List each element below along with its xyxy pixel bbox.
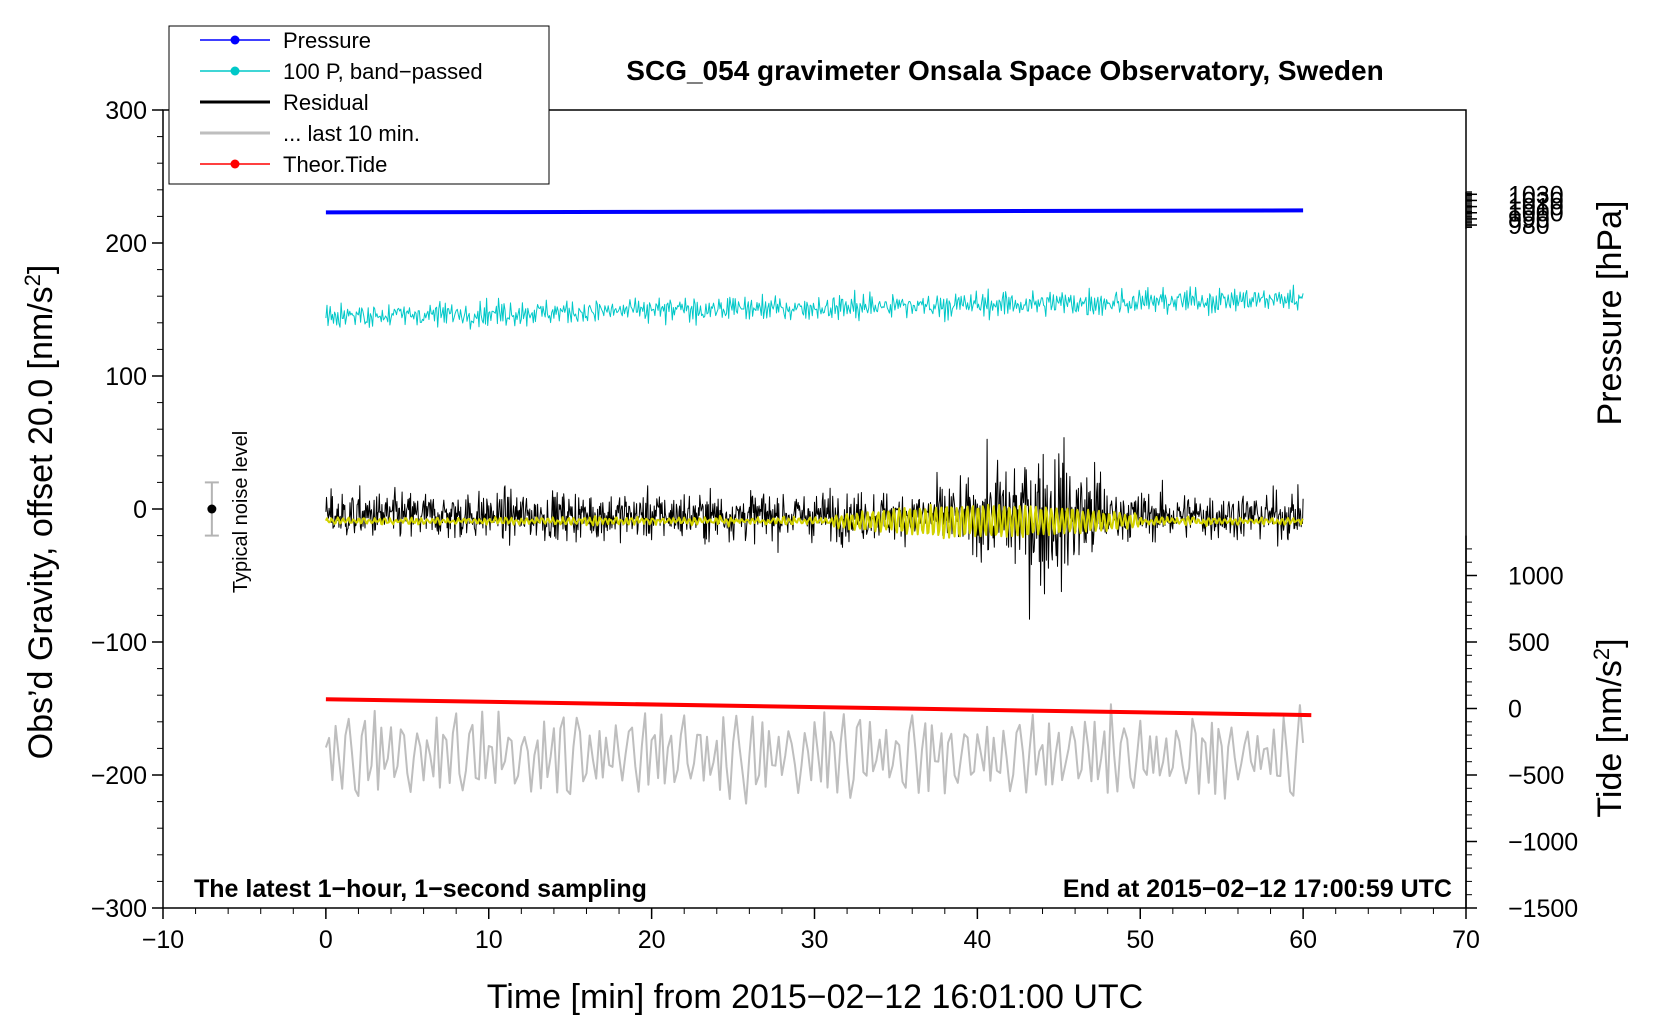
tide-axis-title-prefix: Tide [nm/s: [1591, 660, 1629, 817]
series-layer: [324, 208, 1312, 805]
series-pressure-bandpassed: [325, 284, 1304, 330]
x-axis-title: Time [min] from 2015−02−12 16:01:00 UTC: [487, 978, 1143, 1016]
legend-label: Pressure: [283, 28, 371, 53]
tide-axis-title-suffix: ]: [1591, 638, 1629, 647]
legend: Pressure 100 P, band−passed Residual ... la…: [168, 25, 550, 185]
tide-axis-title: Tide [nm/s2]: [1589, 638, 1629, 817]
y-tick-label: 200: [105, 230, 147, 258]
pressure-tick-label: 1000: [1508, 200, 1564, 228]
noise-center-dot: [207, 504, 217, 514]
corner-note-right: End at 2015−02−12 17:00:59 UTC: [1063, 875, 1452, 903]
x-tick-label: 50: [1126, 926, 1154, 954]
series-residual-smoothed: [324, 503, 1304, 540]
y-axis-left: 300 200 100 0 −100 −200 −300: [91, 97, 163, 923]
legend-label: 100 P, band−passed: [283, 59, 483, 84]
tide-tick-label: −1000: [1508, 829, 1578, 857]
legend-label: ... last 10 min.: [283, 121, 420, 146]
noise-label: Typical noise level: [230, 431, 252, 593]
series-pressure: [325, 208, 1304, 215]
y-axis-title-sup: 2: [20, 274, 45, 286]
tide-tick-label: −1500: [1508, 895, 1578, 923]
tide-tick-label: 0: [1508, 696, 1522, 724]
legend-label: Residual: [283, 90, 369, 115]
tide-tick-label: −500: [1508, 762, 1564, 790]
x-tick-label: 0: [319, 926, 333, 954]
y-tick-label: −100: [91, 629, 147, 657]
x-tick-label: −10: [142, 926, 184, 954]
legend-label: Theor.Tide: [283, 152, 387, 177]
x-tick-label: 60: [1289, 926, 1317, 954]
y-axis-title-suffix: ]: [22, 265, 60, 274]
legend-marker: [230, 35, 240, 45]
x-axis: −10 0 10 20 30 40 50 60 70: [142, 908, 1480, 954]
y-tick-label: −300: [91, 895, 147, 923]
x-tick-label: 30: [801, 926, 829, 954]
legend-marker: [230, 159, 240, 169]
pressure-tick-label: 1030: [1508, 181, 1564, 209]
pressure-tick-label: 980: [1508, 212, 1550, 240]
y-axis-tide: 1000 500 0 −500 −1000 −1500: [1465, 535, 1578, 923]
y-axis-title-prefix: Obs’d Gravity, offset 20.0 [nm/s: [22, 286, 60, 759]
y-axis-title: Obs’d Gravity, offset 20.0 [nm/s2]: [20, 265, 60, 760]
chart-title: SCG_054 gravimeter Onsala Space Observat…: [626, 55, 1383, 86]
tide-axis-title-sup: 2: [1589, 648, 1614, 660]
noise-level-indicator: Typical noise level: [204, 431, 252, 593]
tide-tick-label: 1000: [1508, 563, 1564, 591]
y-tick-label: 0: [133, 496, 147, 524]
pressure-tick-label: 990: [1508, 206, 1550, 234]
x-tick-label: 20: [638, 926, 666, 954]
corner-note-left: The latest 1−hour, 1−second sampling: [194, 875, 647, 903]
pressure-axis-title: Pressure [hPa]: [1591, 201, 1629, 426]
y-tick-label: 300: [105, 97, 147, 125]
series-residual: [325, 437, 1304, 620]
tide-tick-label: 500: [1508, 629, 1550, 657]
series-last-10-min: [324, 703, 1305, 805]
series-theor-tide: [325, 697, 1312, 718]
x-tick-label: 40: [963, 926, 991, 954]
pressure-tick-label: 1020: [1508, 187, 1564, 215]
y-tick-label: −200: [91, 762, 147, 790]
x-tick-label: 70: [1452, 926, 1480, 954]
legend-marker: [230, 66, 240, 76]
x-tick-label: 10: [475, 926, 503, 954]
pressure-tick-label: 1010: [1508, 194, 1564, 222]
y-tick-label: 100: [105, 363, 147, 391]
